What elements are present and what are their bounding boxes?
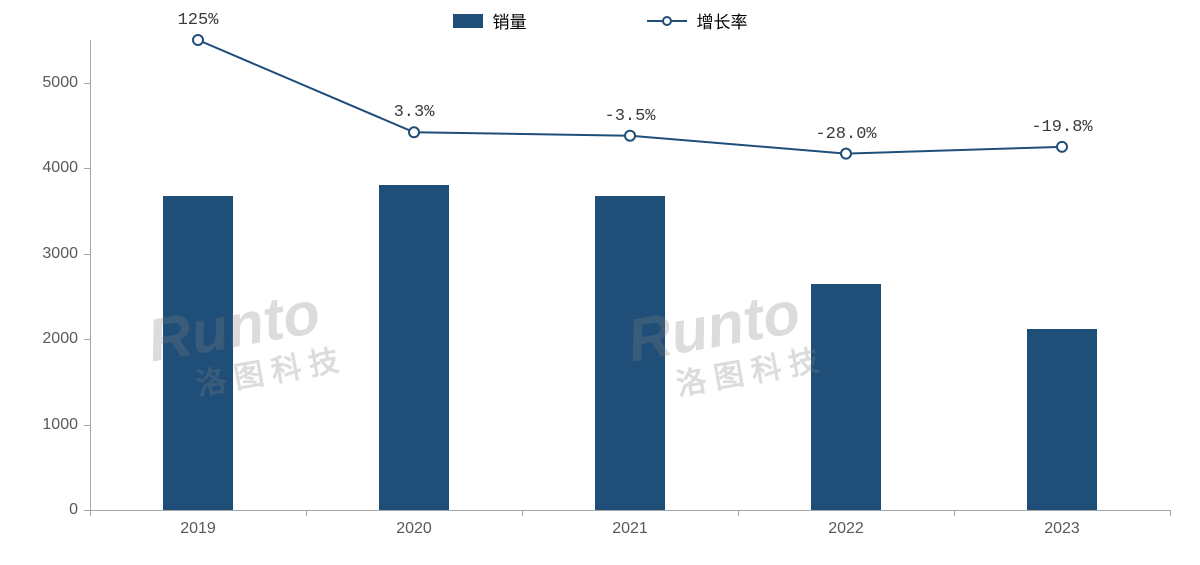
legend-line-label: 增长率 [697, 8, 748, 33]
xtick-mark [522, 510, 523, 516]
line-marker [841, 149, 851, 159]
xtick-mark [90, 510, 91, 516]
legend-item-bar: 销量 [453, 8, 527, 33]
xtick-mark [738, 510, 739, 516]
ytick-label: 0 [69, 501, 78, 519]
legend-line-marker-icon [662, 16, 672, 26]
line-data-label: 3.3% [394, 103, 435, 122]
line-data-label: -3.5% [604, 107, 655, 126]
legend-bar-swatch [453, 14, 483, 28]
legend-bar-label: 销量 [493, 8, 527, 33]
plot-area: 0100020003000400050002019202020212022202… [90, 40, 1170, 510]
line-marker [409, 127, 419, 137]
line-data-label: -28.0% [815, 125, 876, 144]
ytick-label: 5000 [42, 74, 78, 92]
xtick-mark [306, 510, 307, 516]
line-data-label: -19.8% [1031, 118, 1092, 137]
ytick-label: 4000 [42, 159, 78, 177]
x-axis [90, 510, 1170, 511]
xtick-label: 2020 [396, 520, 432, 538]
xtick-label: 2021 [612, 520, 648, 538]
legend-line-swatch [647, 20, 687, 22]
xtick-label: 2023 [1044, 520, 1080, 538]
xtick-mark [954, 510, 955, 516]
line-marker [625, 131, 635, 141]
line-marker [193, 35, 203, 45]
ytick-label: 1000 [42, 416, 78, 434]
line-data-label: 125% [178, 11, 219, 30]
line-marker [1057, 142, 1067, 152]
xtick-label: 2019 [180, 520, 216, 538]
ytick-label: 3000 [42, 245, 78, 263]
chart-container: 销量 增长率 010002000300040005000201920202021… [0, 0, 1200, 565]
xtick-label: 2022 [828, 520, 864, 538]
legend-item-line: 增长率 [647, 8, 748, 33]
xtick-mark [1170, 510, 1171, 516]
ytick-label: 2000 [42, 330, 78, 348]
